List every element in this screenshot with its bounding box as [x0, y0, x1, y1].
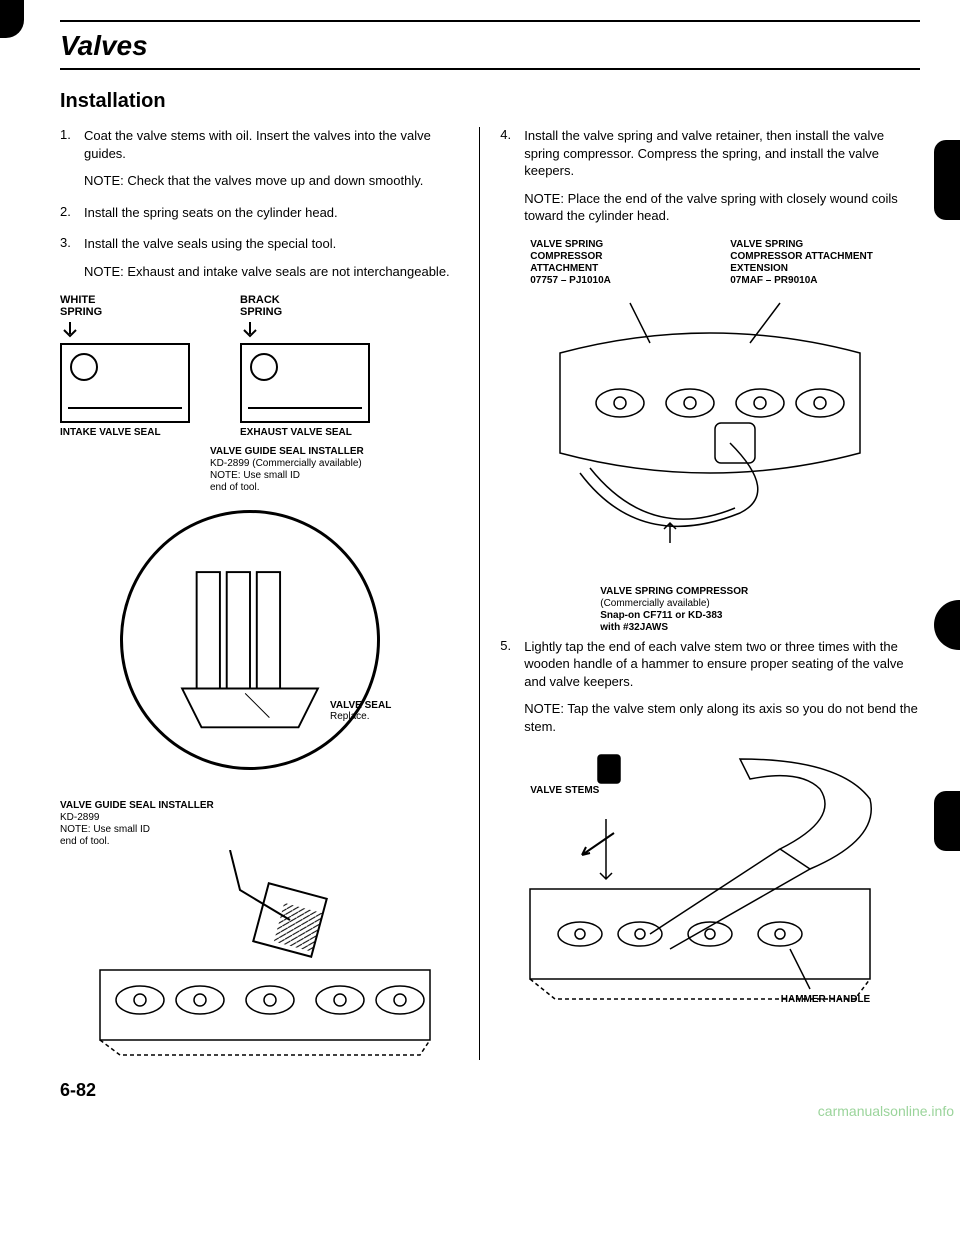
- step: 1. Coat the valve stems with oil. Insert…: [60, 127, 459, 190]
- installer-part: KD-2899 (Commercially available): [210, 458, 362, 469]
- valve-seal-text: VALVE SEAL: [330, 700, 391, 711]
- white-label: WHITE: [60, 294, 95, 306]
- cr-l3: EXTENSION: [730, 263, 788, 274]
- arrow-icon: [578, 829, 618, 859]
- exhaust-seal-drawing: [240, 343, 370, 423]
- guide-part: KD-2899: [60, 812, 214, 824]
- dial-arrow: [578, 829, 618, 859]
- installer-title: VALVE GUIDE SEAL INSTALLER: [210, 446, 364, 457]
- step-instruction: Install the valve seals using the specia…: [84, 236, 336, 251]
- engine-compressor-sketch: [520, 293, 900, 573]
- cylinder-head-sketch: [80, 850, 440, 1060]
- installer-callout: VALVE GUIDE SEAL INSTALLER KD-2899 (Comm…: [210, 446, 459, 494]
- cl-l3: ATTACHMENT: [530, 263, 598, 274]
- lens-drawing: [153, 543, 347, 737]
- step-note: NOTE: Tap the valve stem only along its …: [524, 700, 919, 735]
- cl-l4: 07757 – PJ1010A: [530, 275, 611, 286]
- step: 5. Lightly tap the end of each valve ste…: [500, 638, 919, 736]
- guide-note1: NOTE: Use small ID: [60, 824, 214, 836]
- margin-tab: [934, 140, 960, 220]
- step-number: 2.: [60, 204, 84, 222]
- step-instruction: Install the valve spring and valve retai…: [524, 128, 884, 178]
- seal-row: WHITE SPRING INTAKE VALVE SEAL BRACK SPR…: [60, 294, 459, 438]
- arrow-down-icon: [240, 322, 260, 340]
- manual-page: Valves Installation 1. Coat the valve st…: [0, 0, 960, 1121]
- installer-note: NOTE: Use small ID: [210, 470, 300, 481]
- cl-l2: COMPRESSOR: [530, 251, 602, 262]
- step-instruction: Coat the valve stems with oil. Insert th…: [84, 128, 431, 161]
- big-diagram: VALVE SEAL Replace. VALVE GUIDE SEAL INS…: [60, 500, 459, 1060]
- installer-note2: end of tool.: [210, 482, 259, 493]
- compressor-callout: VALVE SPRING COMPRESSOR (Commercially av…: [600, 586, 919, 634]
- comp-l3: Snap-on CF711 or KD-383: [600, 610, 722, 621]
- page-number: 6-82: [60, 1080, 920, 1101]
- step-number: 1.: [60, 127, 84, 190]
- guide-installer-callout: VALVE GUIDE SEAL INSTALLER KD-2899 NOTE:…: [60, 800, 214, 848]
- cr-l4: 07MAF – PR9010A: [730, 275, 817, 286]
- tool-callouts: VALVE SPRING COMPRESSOR ATTACHMENT 07757…: [530, 239, 919, 287]
- page-title: Valves: [60, 30, 920, 62]
- step-text: Install the spring seats on the cylinder…: [84, 204, 459, 222]
- exhaust-caption: EXHAUST VALVE SEAL: [240, 427, 380, 438]
- step-number: 5.: [500, 638, 524, 736]
- left-column: 1. Coat the valve stems with oil. Insert…: [60, 127, 480, 1060]
- margin-tab: [934, 791, 960, 851]
- seal-label: BRACK SPRING: [240, 294, 380, 318]
- top-rule: [60, 20, 920, 22]
- valve-seal-sub: Replace.: [330, 711, 391, 722]
- step-number: 4.: [500, 127, 524, 225]
- arrow-down-icon: [60, 322, 80, 340]
- right-column: 4. Install the valve spring and valve re…: [500, 127, 920, 1060]
- black-label: BRACK: [240, 294, 280, 306]
- watermark: carmanualsonline.info: [818, 1103, 954, 1119]
- hammer-handle-label: HAMMER HANDLE: [781, 994, 870, 1005]
- comp-l1: VALVE SPRING COMPRESSOR: [600, 586, 748, 597]
- cr-l2: COMPRESSOR ATTACHMENT: [730, 251, 873, 262]
- callout-left: VALVE SPRING COMPRESSOR ATTACHMENT 07757…: [530, 239, 710, 287]
- step-note: NOTE: Place the end of the valve spring …: [524, 190, 919, 225]
- hammer-diagram: VALVE STEMS HAMMER HANDLE: [510, 749, 890, 1009]
- step-number: 3.: [60, 235, 84, 280]
- magnifier-circle: [120, 510, 380, 770]
- step: 3. Install the valve seals using the spe…: [60, 235, 459, 280]
- step-text: Lightly tap the end of each valve stem t…: [524, 638, 919, 736]
- exhaust-seal-block: BRACK SPRING EXHAUST VALVE SEAL: [240, 294, 380, 438]
- guide-title: VALVE GUIDE SEAL INSTALLER: [60, 800, 214, 811]
- step-instruction: Lightly tap the end of each valve stem t…: [524, 639, 903, 689]
- step: 4. Install the valve spring and valve re…: [500, 127, 919, 225]
- cr-l1: VALVE SPRING: [730, 239, 803, 250]
- seal-diagram-area: WHITE SPRING INTAKE VALVE SEAL BRACK SPR…: [60, 294, 459, 1060]
- comp-l2: (Commercially available): [600, 598, 919, 610]
- comp-l4: with #32JAWS: [600, 622, 668, 633]
- seal-label: WHITE SPRING: [60, 294, 200, 318]
- step-text: Install the valve spring and valve retai…: [524, 127, 919, 225]
- valve-seal-callout: VALVE SEAL Replace.: [330, 700, 391, 722]
- step-note: NOTE: Exhaust and intake valve seals are…: [84, 263, 459, 281]
- section-heading: Installation: [60, 90, 920, 113]
- step: 2. Install the spring seats on the cylin…: [60, 204, 459, 222]
- valve-stems-label: VALVE STEMS: [530, 785, 599, 796]
- callout-right: VALVE SPRING COMPRESSOR ATTACHMENT EXTEN…: [730, 239, 910, 287]
- guide-note2: end of tool.: [60, 836, 214, 848]
- spring-label: SPRING: [240, 306, 282, 318]
- two-column-layout: 1. Coat the valve stems with oil. Insert…: [60, 127, 920, 1060]
- step-note: NOTE: Check that the valves move up and …: [84, 172, 459, 190]
- step-text: Coat the valve stems with oil. Insert th…: [84, 127, 459, 190]
- intake-seal-block: WHITE SPRING INTAKE VALVE SEAL: [60, 294, 200, 438]
- cl-l1: VALVE SPRING: [530, 239, 603, 250]
- intake-caption: INTAKE VALVE SEAL: [60, 427, 200, 438]
- step-text: Install the valve seals using the specia…: [84, 235, 459, 280]
- mid-rule: [60, 68, 920, 70]
- intake-seal-drawing: [60, 343, 190, 423]
- spring-label: SPRING: [60, 306, 102, 318]
